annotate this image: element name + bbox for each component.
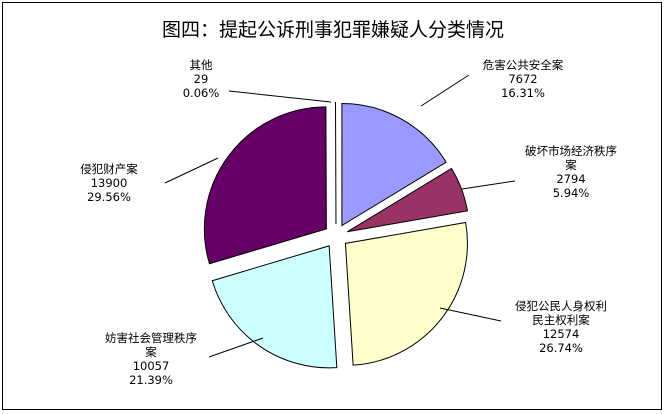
pie-slice-2 (346, 167, 469, 233)
leader-line-5 (164, 157, 219, 184)
pie-slice-5 (203, 106, 327, 265)
leader-line-2 (461, 180, 516, 190)
slice-label-4: 妨害社会管理秩序案 10057 21.39% (105, 331, 197, 387)
leader-line-1 (420, 74, 470, 107)
slice-label-1: 危害公共安全案 7672 16.31% (483, 58, 564, 100)
pie-slice-4 (211, 245, 338, 369)
leader-line-6 (228, 90, 332, 103)
chart-title: 图四：提起公诉刑事犯罪嫌疑人分类情况 (162, 19, 504, 41)
chart-frame: 图四：提起公诉刑事犯罪嫌疑人分类情况 危害公共安全案 7672 16.31% 破坏市场… (2, 2, 662, 410)
slice-label-3: 侵犯公民人身权利民主权利案 12574 26.74% (515, 299, 607, 355)
slice-label-5: 侵犯财产案 13900 29.56% (80, 162, 138, 204)
slice-label-6: 其他 29 0.06% (183, 58, 220, 100)
leader-line-3 (439, 307, 502, 322)
pie-chart: 图四：提起公诉刑事犯罪嫌疑人分类情况 危害公共安全案 7672 16.31% 破坏市场… (80, 19, 617, 387)
pie-slice-3 (344, 221, 468, 366)
pie-slice-1 (341, 103, 447, 227)
slice-label-2: 破坏市场经济秩序案 2794 5.94% (525, 144, 617, 200)
leader-line-4 (208, 337, 264, 358)
